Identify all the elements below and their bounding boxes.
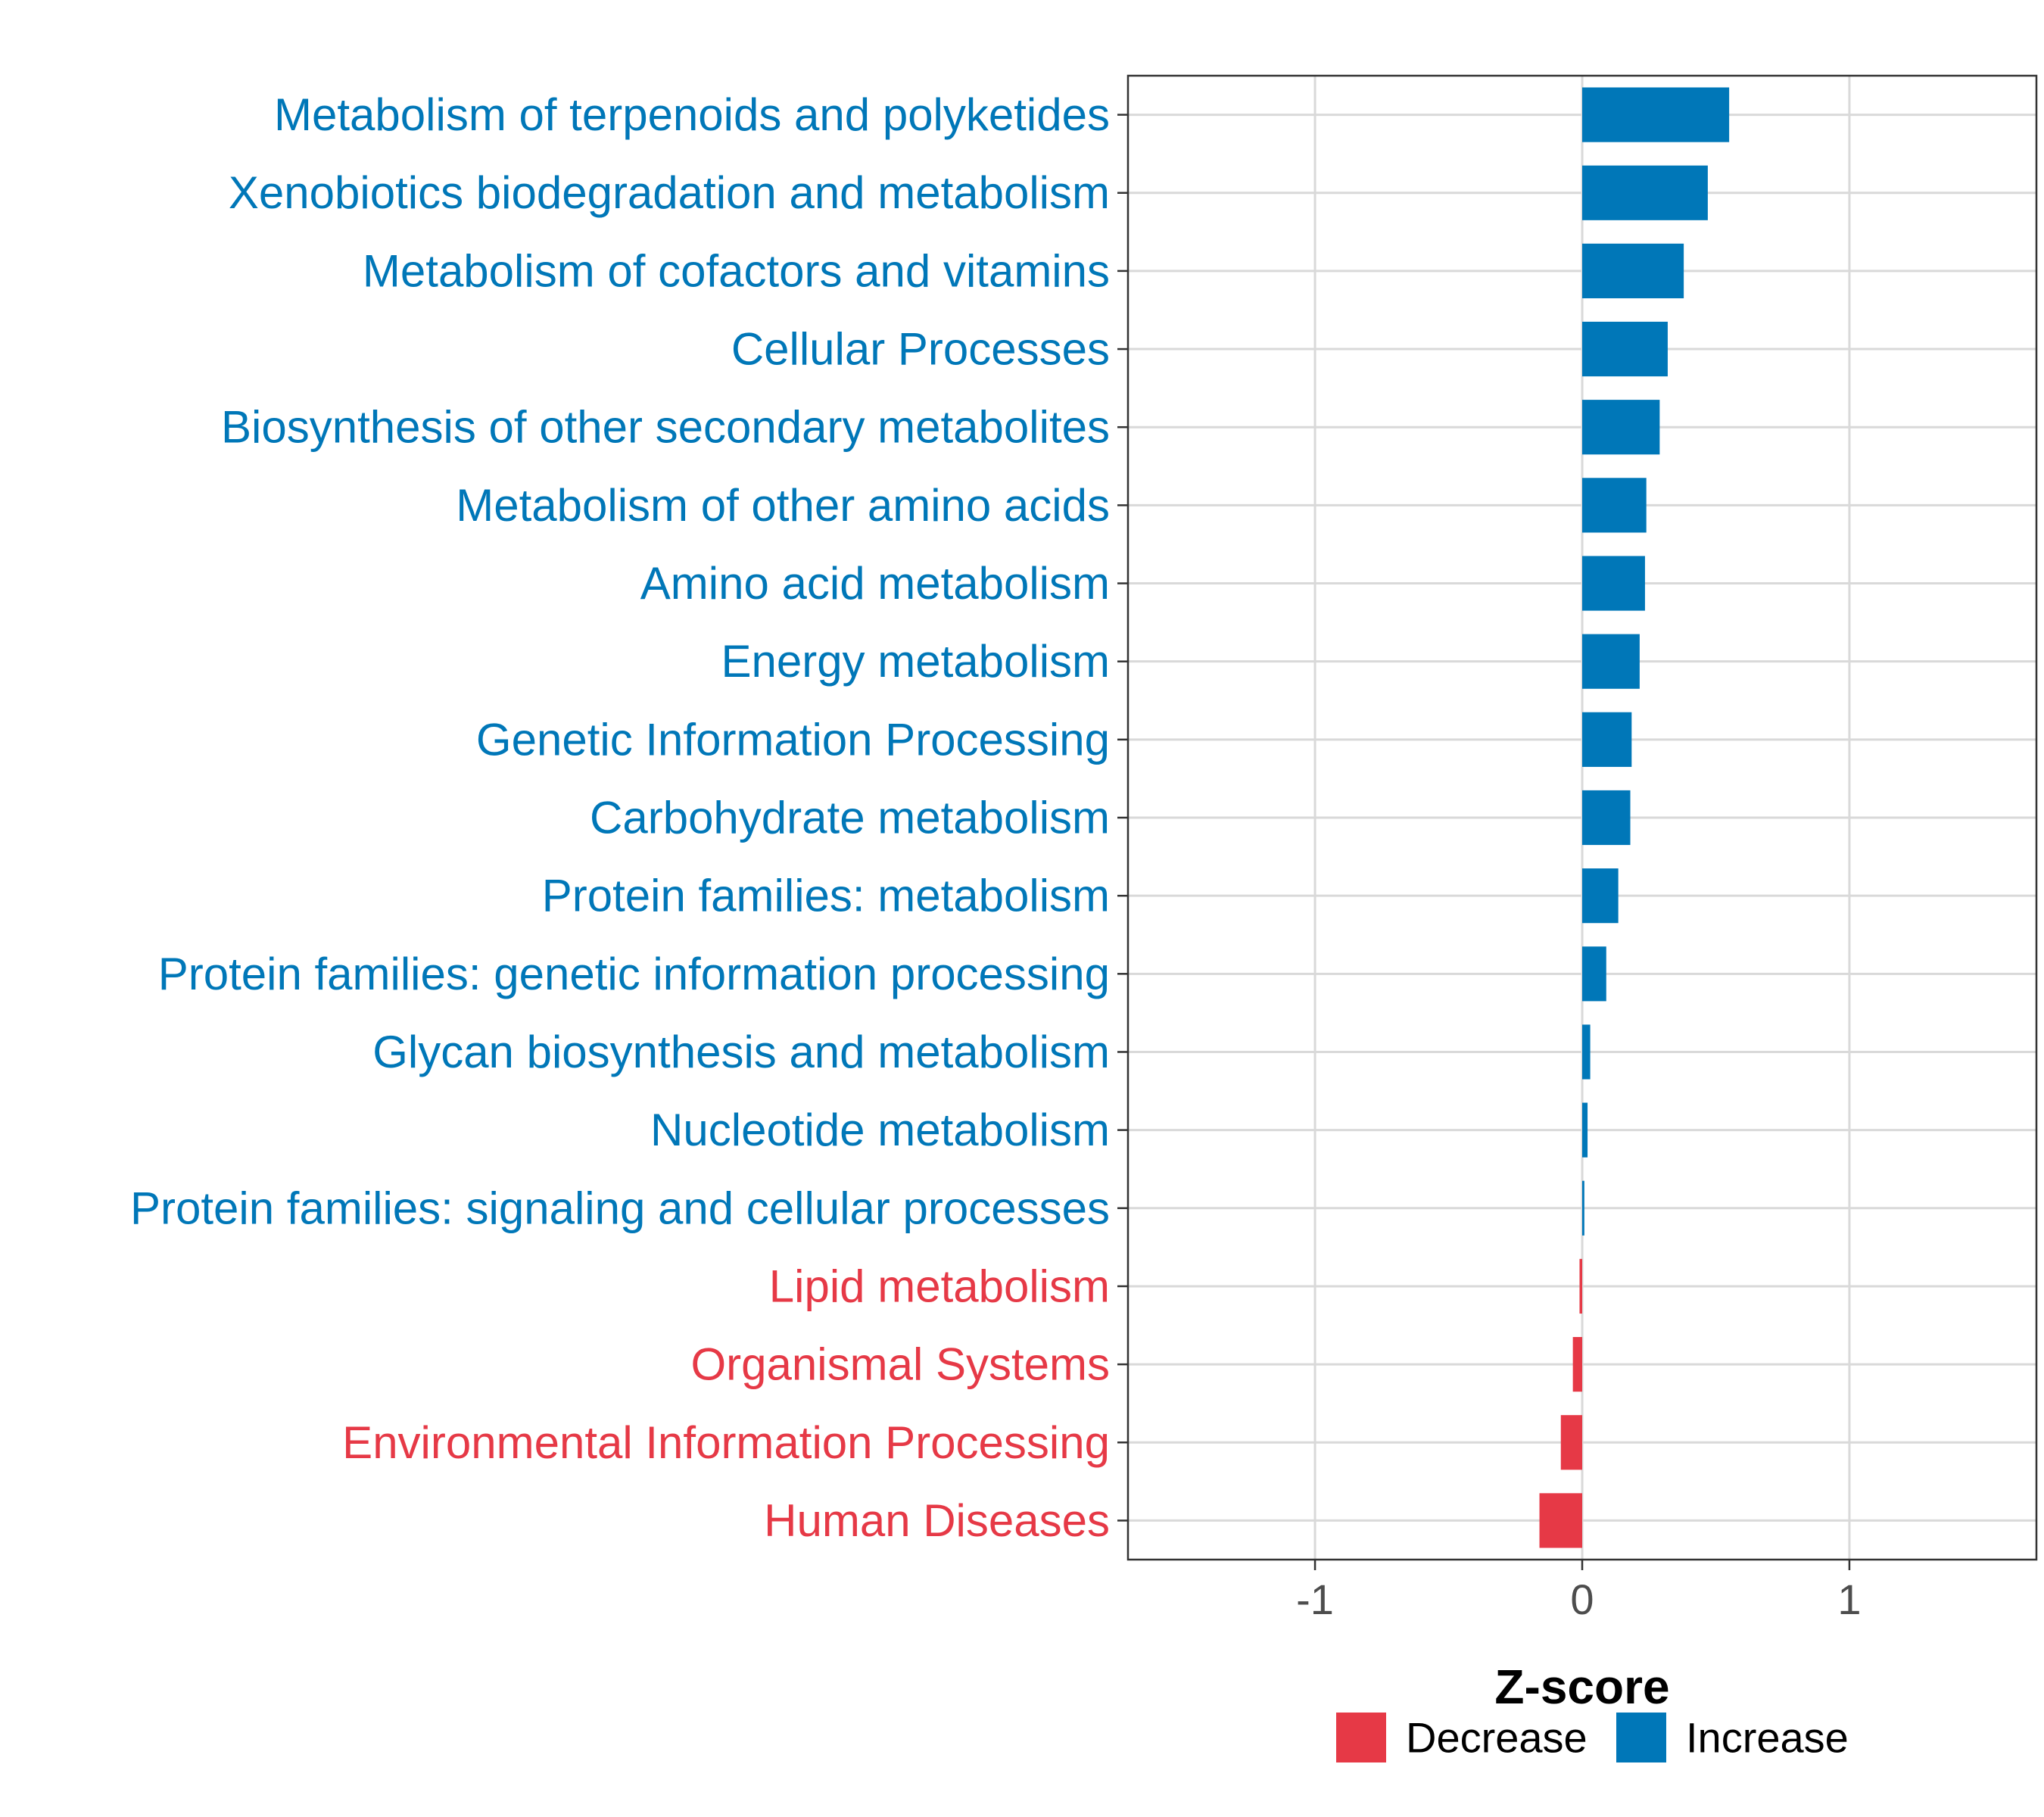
y-category-label: Lipid metabolism xyxy=(769,1261,1110,1311)
bar xyxy=(1582,87,1730,142)
bar xyxy=(1582,946,1606,1002)
bar xyxy=(1560,1415,1582,1470)
bar xyxy=(1582,400,1660,455)
x-tick-label: -1 xyxy=(1296,1575,1334,1623)
y-category-label: Metabolism of other amino acids xyxy=(456,480,1110,531)
y-category-label: Environmental Information Processing xyxy=(342,1417,1110,1468)
bar xyxy=(1582,1102,1588,1158)
y-category-label: Xenobiotics biodegradation and metabolis… xyxy=(229,167,1110,218)
y-category-label: Nucleotide metabolism xyxy=(650,1105,1110,1155)
x-tick-label: 1 xyxy=(1837,1575,1861,1623)
bar xyxy=(1579,1258,1582,1314)
y-category-label: Protein families: genetic information pr… xyxy=(158,949,1110,999)
y-category-label: Protein families: signaling and cellular… xyxy=(130,1183,1110,1233)
legend-swatch-decrease xyxy=(1336,1713,1386,1762)
y-axis-category-labels: Metabolism of terpenoids and polyketides… xyxy=(130,89,1110,1546)
y-category-label: Cellular Processes xyxy=(731,324,1110,375)
y-category-label: Glycan biosynthesis and metabolism xyxy=(372,1027,1110,1077)
y-axis-ticks xyxy=(1117,114,1128,1522)
bar xyxy=(1582,712,1632,767)
x-tick-label: 0 xyxy=(1570,1575,1594,1623)
y-category-label: Biosynthesis of other secondary metaboli… xyxy=(221,402,1110,453)
y-category-label: Metabolism of terpenoids and polyketides xyxy=(274,89,1110,140)
legend: Decrease Increase xyxy=(1336,1713,1849,1762)
bar xyxy=(1582,634,1640,689)
legend-swatch-increase xyxy=(1616,1713,1666,1762)
legend-label-increase: Increase xyxy=(1686,1714,1849,1762)
y-category-label: Carbohydrate metabolism xyxy=(590,793,1110,843)
y-category-label: Human Diseases xyxy=(764,1495,1110,1546)
bar xyxy=(1582,165,1708,220)
bar xyxy=(1582,1180,1584,1236)
y-category-label: Protein families: metabolism xyxy=(542,871,1110,921)
bars xyxy=(1539,87,1730,1548)
y-category-label: Genetic Information Processing xyxy=(476,714,1110,765)
y-category-label: Energy metabolism xyxy=(721,636,1110,687)
x-axis-title: Z-score xyxy=(1494,1660,1669,1714)
y-category-label: Amino acid metabolism xyxy=(640,558,1110,609)
bar xyxy=(1582,868,1619,924)
legend-label-decrease: Decrease xyxy=(1406,1714,1588,1762)
bar xyxy=(1582,243,1684,298)
y-category-label: Organismal Systems xyxy=(691,1339,1110,1390)
bar xyxy=(1582,478,1647,533)
y-category-label: Metabolism of cofactors and vitamins xyxy=(363,245,1110,296)
bar xyxy=(1582,790,1631,846)
bar xyxy=(1539,1493,1582,1548)
x-axis-ticks: -1 0 1 xyxy=(1296,1560,1862,1623)
bar xyxy=(1582,556,1645,611)
bar xyxy=(1572,1337,1582,1392)
bar xyxy=(1582,1024,1591,1080)
bar xyxy=(1582,321,1668,377)
